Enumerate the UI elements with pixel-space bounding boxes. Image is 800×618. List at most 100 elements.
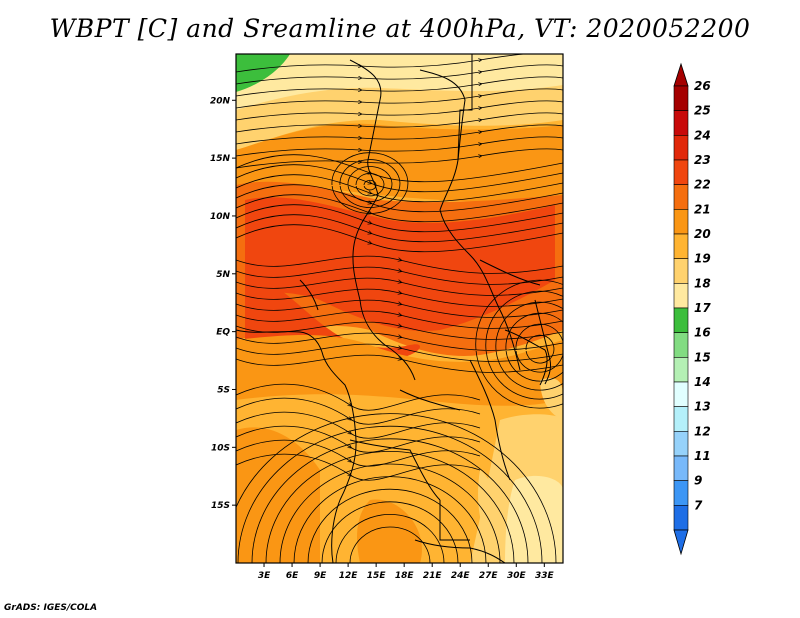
streamline	[236, 397, 481, 425]
lon-tick-label: 33E	[535, 571, 555, 581]
colorbar-label: 21	[694, 202, 711, 216]
streamline	[236, 255, 563, 274]
lat-tick-label: 5N	[216, 270, 230, 280]
colorbar-swatch	[673, 283, 689, 309]
colorbar-top-arrow	[673, 62, 689, 87]
colorbar-label: 12	[694, 424, 711, 438]
colorbar-swatch	[673, 258, 689, 284]
colorbar-label: 11	[694, 449, 711, 463]
streamline	[236, 148, 563, 169]
colorbar-label: 22	[694, 178, 711, 192]
streamline	[525, 334, 555, 364]
colorbar-swatch	[673, 85, 689, 111]
streamline	[236, 76, 563, 97]
streamline	[505, 312, 563, 382]
streamline	[279, 463, 501, 563]
lon-tick-label: 3E	[258, 571, 271, 581]
streamline	[236, 64, 563, 85]
streamline	[236, 453, 481, 481]
streamline	[355, 173, 385, 197]
colorbar-label: 17	[694, 301, 711, 315]
colorbar-label: 19	[694, 252, 711, 266]
lat-tick-label: 10N	[210, 212, 231, 222]
streamline	[236, 112, 563, 133]
colorbar-swatch	[673, 381, 689, 407]
streamline	[237, 425, 543, 563]
colorbar-label: 24	[694, 128, 711, 142]
streamlines	[236, 54, 563, 563]
lon-tick-label: 12E	[339, 571, 359, 581]
lat-tick-label: 15S	[211, 501, 230, 511]
colorbar-bottom-arrow	[673, 529, 689, 556]
streamline	[307, 488, 473, 563]
colorbar: 26 25 24 23 22 21 20 19 18 17 16 15 14 13 12 11 9 7	[673, 62, 711, 556]
colorbar-swatch	[673, 332, 689, 358]
streamline	[339, 159, 401, 208]
streamline	[236, 343, 563, 362]
streamline	[236, 184, 563, 213]
map-shading	[236, 54, 563, 563]
colorbar-swatch	[673, 505, 689, 531]
streamline	[236, 310, 563, 329]
colorbar-label: 14	[694, 375, 711, 389]
lon-tick-label: 6E	[286, 571, 299, 581]
streamline	[265, 451, 515, 563]
streamline	[363, 179, 377, 191]
colorbar-swatch	[673, 307, 689, 333]
colorbar-label: 15	[694, 350, 711, 364]
streamline	[475, 279, 563, 409]
latitude-ticks: 20N 15N 10N 5N EQ 5S 10S 15S	[210, 96, 236, 511]
chart-title: WBPT [C] and Sreamline at 400hPa, VT: 20…	[49, 14, 751, 43]
footer-credit: GrADS: IGES/COLA	[4, 603, 98, 613]
colorbar-swatch	[673, 135, 689, 161]
colorbar-label: 16	[694, 326, 711, 340]
lon-tick-label: 24E	[451, 571, 471, 581]
streamline	[515, 323, 563, 373]
colorbar-swatch	[673, 406, 689, 432]
lon-tick-label: 30E	[507, 571, 527, 581]
colorbar-label: 26	[694, 79, 711, 93]
streamline	[321, 501, 459, 563]
streamline	[347, 166, 393, 203]
streamline	[236, 136, 563, 157]
lat-tick-label: 15N	[210, 154, 231, 164]
colorbar-label: 20	[694, 227, 711, 241]
streamline	[236, 288, 563, 307]
streamline	[349, 526, 431, 563]
streamline	[236, 214, 563, 243]
colorbar-swatch	[673, 209, 689, 235]
colorbar-swatch	[673, 159, 689, 185]
colorbar-label: 9	[694, 474, 702, 488]
colorbar-label: 7	[694, 498, 703, 512]
lat-tick-label: EQ	[216, 328, 230, 338]
streamline	[236, 425, 481, 453]
lat-tick-label: 20N	[210, 96, 231, 106]
streamline	[236, 100, 563, 121]
streamline	[236, 266, 563, 285]
streamline	[236, 354, 563, 373]
colorbar-swatch	[673, 184, 689, 210]
streamline	[236, 321, 563, 340]
streamline	[236, 224, 563, 253]
streamline	[495, 301, 563, 391]
lon-tick-label: 18E	[395, 571, 415, 581]
lat-tick-label: 10S	[211, 443, 230, 453]
streamline	[236, 124, 563, 145]
colorbar-label: 23	[694, 153, 711, 167]
streamline	[236, 332, 563, 351]
lat-tick-label: 5S	[217, 385, 230, 395]
streamline	[485, 290, 563, 400]
colorbar-label: 18	[694, 276, 711, 290]
streamline	[335, 514, 445, 563]
streamline	[236, 439, 481, 467]
colorbar-label: 25	[694, 104, 711, 118]
lon-tick-label: 21E	[423, 571, 443, 581]
colorbar-swatch	[673, 233, 689, 259]
colorbar-swatch	[673, 357, 689, 383]
streamline	[236, 194, 563, 223]
streamline	[236, 277, 563, 296]
streamline	[236, 164, 563, 193]
lon-tick-label: 27E	[479, 571, 499, 581]
lon-tick-label: 15E	[367, 571, 387, 581]
colorbar-label: 13	[694, 400, 711, 414]
